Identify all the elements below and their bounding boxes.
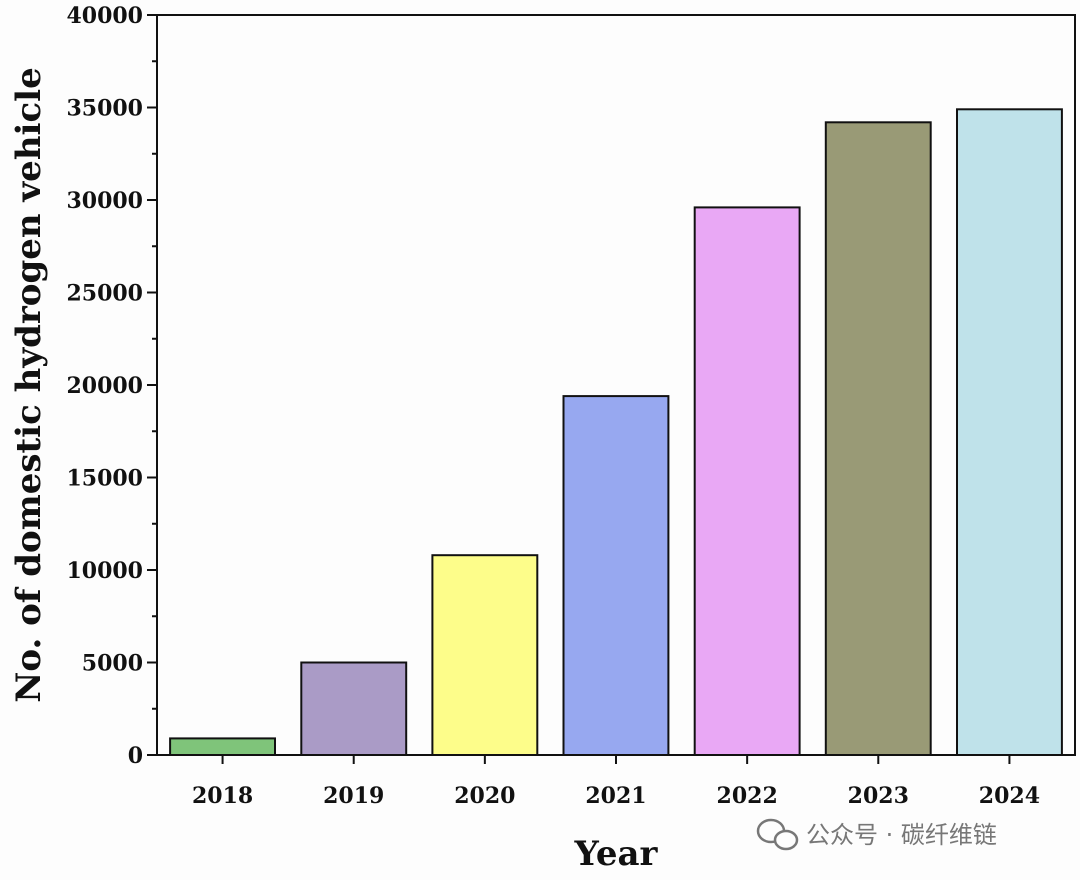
bar-2022 (693, 206, 801, 756)
x-tick-label: 2020 (454, 783, 515, 809)
bar-2021 (562, 395, 670, 756)
watermark: 公众号 · 碳纤维链 (756, 818, 997, 851)
bar-2024 (956, 108, 1063, 757)
y-axis: 0 5000 10000 15000 20000 25000 30000 35000 40000 (66, 3, 157, 769)
wechat-icon (756, 818, 799, 851)
x-axis-title: Year (574, 834, 659, 874)
bar-2019 (300, 661, 408, 756)
bar-2020 (431, 554, 539, 757)
y-tick-label: 0 (128, 743, 143, 769)
x-tick-label: 2022 (717, 783, 778, 809)
y-tick-label: 30000 (66, 188, 143, 214)
x-tick-label: 2018 (192, 783, 253, 809)
y-tick-label: 20000 (66, 373, 143, 399)
x-tick-label: 2024 (979, 783, 1040, 809)
x-axis: 2018 2019 2020 2021 2022 2023 2024 (192, 755, 1040, 809)
bars-group (169, 108, 1063, 757)
y-tick-label: 15000 (66, 466, 143, 492)
y-tick-label: 10000 (66, 558, 143, 584)
y-tick-label: 25000 (66, 281, 143, 307)
x-tick-label: 2021 (585, 783, 646, 809)
y-tick-label: 35000 (66, 96, 143, 122)
x-tick-label: 2023 (848, 783, 909, 809)
y-tick-label: 40000 (66, 3, 143, 29)
y-axis-title: No. of domestic hydrogen vehicle (9, 67, 49, 702)
watermark-text: 公众号 · 碳纤维链 (806, 821, 997, 849)
bar-2023 (824, 121, 932, 757)
y-tick-label: 5000 (82, 651, 143, 677)
x-tick-label: 2019 (323, 783, 384, 809)
bar-2018 (169, 737, 277, 757)
